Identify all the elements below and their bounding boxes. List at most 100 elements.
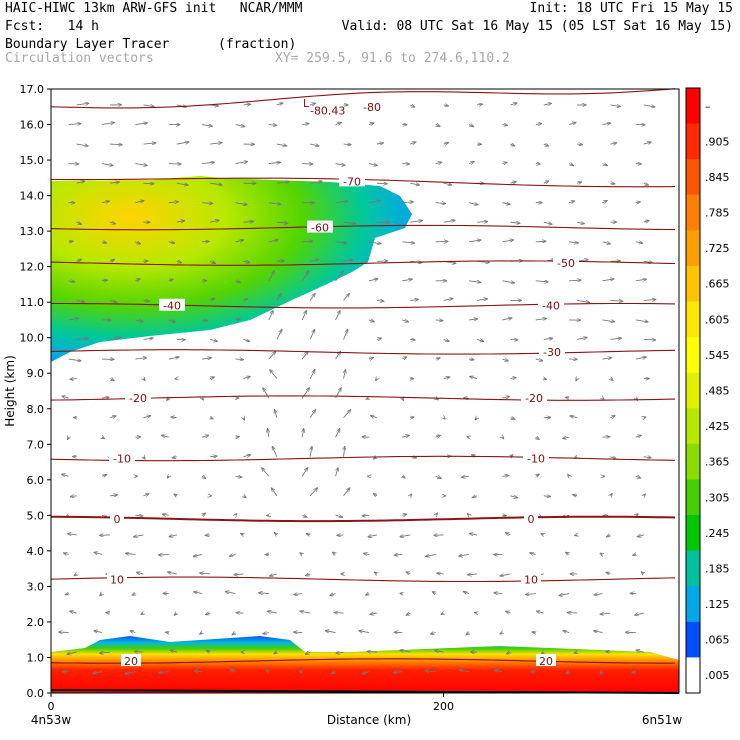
circulation-vector xyxy=(502,396,509,398)
colorbar-frame xyxy=(685,87,701,694)
circulation-vector xyxy=(635,435,641,437)
isotherm-label-bg xyxy=(307,220,333,233)
circulation-vector xyxy=(168,202,178,203)
circulation-vector xyxy=(274,652,276,653)
circulation-vector xyxy=(535,319,546,320)
circulation-vector xyxy=(109,260,114,262)
circulation-vector xyxy=(76,338,88,339)
circulation-vector xyxy=(410,417,413,418)
circulation-vector xyxy=(637,650,644,652)
circulation-vector xyxy=(276,222,288,223)
circulation-vector xyxy=(610,379,612,381)
y-tick-label: 15.0 xyxy=(20,154,45,167)
circulation-vector xyxy=(602,398,603,399)
isotherm-label-bg xyxy=(121,654,141,667)
circulation-vector xyxy=(435,435,440,437)
circulation-vector xyxy=(135,515,142,516)
circulation-vector xyxy=(366,398,369,399)
circulation-vector xyxy=(310,447,312,457)
circulation-vector xyxy=(638,535,644,537)
circulation-vector xyxy=(476,104,482,105)
circulation-vector xyxy=(376,338,381,339)
circulation-vector xyxy=(468,319,477,320)
circulation-vector xyxy=(335,123,341,125)
isotherm-label-bg xyxy=(524,511,538,524)
circulation-vector xyxy=(130,631,136,633)
circulation-vector xyxy=(466,633,469,635)
circulation-vector xyxy=(207,650,211,652)
circulation-vector xyxy=(543,222,552,224)
isotherm-label-bg xyxy=(109,451,135,464)
circulation-vector xyxy=(433,592,436,594)
circulation-vector xyxy=(643,142,651,144)
header-line1-right: Init: 18 UTC Fri 15 May 15 xyxy=(529,1,734,16)
circulation-vector xyxy=(167,398,169,400)
y-tick-label: 9.0 xyxy=(27,367,45,380)
circulation-vector xyxy=(510,103,516,105)
colorbar-swatch xyxy=(686,194,700,231)
circulation-vector xyxy=(306,652,311,654)
circulation-vector xyxy=(543,144,548,146)
y-tick-label: 12.0 xyxy=(20,261,45,274)
circulation-vector xyxy=(635,320,648,322)
circulation-vector xyxy=(606,651,611,652)
circulation-vector xyxy=(276,294,281,301)
circulation-vector xyxy=(476,339,483,341)
circulation-vector xyxy=(335,515,343,517)
colorbar-label: .005 xyxy=(705,669,730,682)
isotherm-label-bg xyxy=(538,298,564,311)
circulation-vector xyxy=(635,279,646,281)
circulation-vector xyxy=(435,125,440,127)
circulation-vector xyxy=(502,203,509,205)
circulation-vector xyxy=(141,613,143,614)
circulation-vector xyxy=(376,183,387,184)
circulation-vector xyxy=(343,410,351,418)
circulation-vector xyxy=(243,299,247,301)
isotherm-line xyxy=(50,576,676,583)
circulation-vector xyxy=(243,418,244,420)
circulation-vector xyxy=(110,379,114,381)
circulation-vector xyxy=(410,300,418,301)
circulation-vector xyxy=(268,162,280,163)
y-axis-ticks: 0.0 1.0 2.0 3.0 4.0 5.0 6.0 7.0 8.0 9.0 10.0 11.0 12… xyxy=(20,83,51,700)
circulation-vector xyxy=(443,220,455,222)
circulation-vector xyxy=(526,594,536,595)
x-tick-label: 200 xyxy=(433,700,454,713)
circulation-vector xyxy=(168,357,179,359)
circulation-vector xyxy=(468,240,481,242)
circulation-vector xyxy=(602,279,613,281)
circulation-vector xyxy=(468,281,480,282)
isotherm-label-bg xyxy=(159,298,185,311)
circulation-vector xyxy=(600,553,602,554)
circulation-vector xyxy=(335,468,338,477)
circulation-vector xyxy=(230,554,236,556)
circulation-vector xyxy=(543,181,549,183)
circulation-vector xyxy=(326,631,336,633)
circulation-vector xyxy=(101,201,109,203)
circulation-vector xyxy=(577,337,587,339)
colorbar-label: .365 xyxy=(705,456,730,469)
circulation-vector xyxy=(135,358,146,359)
circulation-vector xyxy=(410,494,411,495)
circulation-vector xyxy=(209,261,215,263)
isotherm-label-bg xyxy=(125,391,151,404)
isotherm-label-bg xyxy=(539,344,565,357)
circulation-vector xyxy=(435,358,440,359)
circulation-vector xyxy=(371,416,378,418)
circulation-vector xyxy=(595,594,603,595)
temperature-contours xyxy=(50,88,676,664)
circulation-vector xyxy=(235,359,243,360)
circulation-vector xyxy=(541,534,543,535)
circulation-vector xyxy=(443,339,449,341)
header-line3-mid: (fraction) xyxy=(218,37,297,52)
circulation-vector xyxy=(202,162,214,163)
circulation-vector xyxy=(402,202,413,203)
circulation-vector xyxy=(577,144,582,145)
circulation-vector xyxy=(368,123,374,125)
circulation-vector xyxy=(468,125,473,127)
circulation-vector xyxy=(402,476,404,478)
header-line3-left: Boundary Layer Tracer xyxy=(5,37,170,52)
circulation-vector xyxy=(502,240,513,242)
circulation-vector xyxy=(500,574,511,576)
circulation-vector xyxy=(243,377,249,379)
